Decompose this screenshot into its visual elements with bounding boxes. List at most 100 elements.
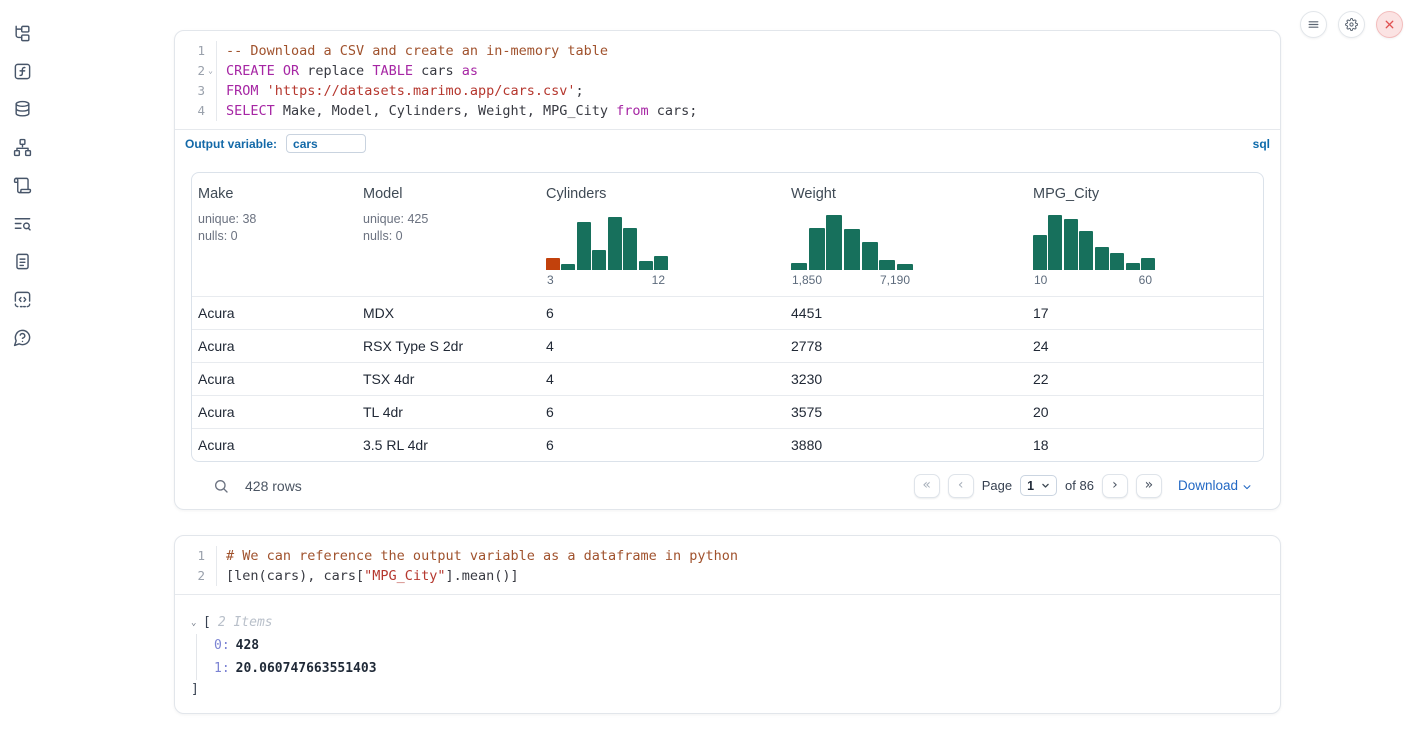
sidebar-item-variables[interactable] bbox=[11, 60, 33, 82]
histogram-bar[interactable] bbox=[1125, 263, 1140, 270]
code-token-string: 'https://datasets.marimo.app/cars.csv' bbox=[266, 83, 576, 99]
code-token-plain: Make, Model, Cylinders, Weight, MPG_City bbox=[274, 103, 617, 119]
histogram-bar[interactable] bbox=[638, 261, 653, 270]
sql-code-editor[interactable]: 1 -- Download a CSV and create an in-memo… bbox=[175, 31, 1280, 129]
histogram-bar[interactable] bbox=[896, 264, 913, 270]
histogram-bar[interactable] bbox=[791, 263, 808, 270]
histogram-cylinders[interactable]: 3 12 bbox=[546, 212, 668, 287]
sidebar-item-dependency-graph[interactable] bbox=[11, 136, 33, 158]
table-row[interactable]: Acura RSX Type S 2dr 4 2778 24 bbox=[192, 329, 1263, 362]
sidebar-item-datasources[interactable] bbox=[11, 98, 33, 120]
table-cell: 3.5 RL 4dr bbox=[363, 437, 428, 453]
histogram-bar[interactable] bbox=[1094, 247, 1109, 270]
prev-page-button[interactable]: ‹ bbox=[947, 473, 974, 498]
table-cell: Acura bbox=[198, 371, 235, 387]
last-page-button[interactable]: » bbox=[1135, 473, 1162, 498]
histogram-bar[interactable] bbox=[1110, 253, 1125, 270]
code-token-plain: ; bbox=[575, 83, 584, 99]
fold-indicator-icon[interactable]: ⌄ bbox=[208, 66, 213, 75]
table-row[interactable]: Acura 3.5 RL 4dr 6 3880 18 bbox=[192, 428, 1263, 461]
page-label: Page bbox=[981, 478, 1013, 493]
table-cell: 6 bbox=[546, 305, 554, 321]
sidebar-item-help[interactable] bbox=[11, 326, 33, 348]
network-icon bbox=[13, 138, 31, 156]
code-token-plain: [len(cars), cars[ bbox=[226, 568, 365, 584]
item-value: 428 bbox=[235, 638, 260, 653]
page-select[interactable]: 1 bbox=[1020, 475, 1058, 496]
histogram-bar[interactable] bbox=[1033, 235, 1047, 270]
download-button[interactable]: Download bbox=[1178, 478, 1252, 493]
sidebar-item-documentation[interactable] bbox=[11, 250, 33, 272]
histogram-bar[interactable] bbox=[1141, 258, 1155, 270]
page-total-label: of 86 bbox=[1065, 478, 1094, 493]
code-line[interactable]: 3 FROM 'https://datasets.marimo.app/cars.… bbox=[175, 81, 1280, 101]
first-page-button[interactable]: « bbox=[913, 473, 940, 498]
histogram-bar[interactable] bbox=[843, 229, 861, 270]
code-token-plain: cars; bbox=[648, 103, 698, 119]
data-table: Make unique: 38 nulls: 0 Model unique: 425 nu… bbox=[191, 172, 1264, 462]
next-page-button[interactable]: › bbox=[1101, 473, 1128, 498]
column-stat: unique: 425 bbox=[363, 212, 429, 226]
column-header-mpg_city[interactable]: MPG_City 10 60 bbox=[1027, 173, 1263, 296]
histogram-bar[interactable] bbox=[1048, 215, 1063, 270]
axis-max-label: 12 bbox=[651, 273, 665, 287]
code-line[interactable]: 4 SELECT Make, Model, Cylinders, Weight, … bbox=[175, 101, 1280, 121]
python-code-editor[interactable]: 1 # We can reference the output variable … bbox=[175, 536, 1280, 595]
list-item: 1: 20.060747663551403 bbox=[214, 657, 1264, 680]
column-name: MPG_City bbox=[1033, 186, 1100, 202]
hamburger-icon bbox=[1308, 21, 1319, 28]
shutdown-button[interactable] bbox=[1376, 11, 1403, 38]
histogram-bar[interactable] bbox=[592, 250, 607, 270]
histogram-bar[interactable] bbox=[879, 260, 896, 270]
histogram-bar[interactable] bbox=[1079, 231, 1094, 270]
code-token-plain: ].mean()] bbox=[445, 568, 519, 584]
histogram-bar[interactable] bbox=[826, 215, 843, 270]
code-token-keyword: as bbox=[461, 63, 478, 79]
code-line[interactable]: 2 ⌄ CREATE OR replace TABLE cars as bbox=[175, 61, 1280, 81]
column-header-model[interactable]: Model unique: 425 nulls: 0 bbox=[357, 173, 540, 296]
code-text: [len(cars), cars["MPG_City"].mean()] bbox=[217, 566, 519, 586]
histogram-bar[interactable] bbox=[861, 242, 878, 270]
histogram-bar[interactable] bbox=[561, 264, 576, 270]
table-output: Make unique: 38 nulls: 0 Model unique: 425 nu… bbox=[175, 157, 1280, 509]
output-variable-bar: Output variable: sql bbox=[175, 129, 1280, 157]
column-stats: unique: 38 nulls: 0 bbox=[198, 211, 349, 245]
code-line[interactable]: 1 # We can reference the output variable … bbox=[175, 546, 1280, 566]
sidebar-item-scratchpad[interactable] bbox=[11, 174, 33, 196]
column-header-weight[interactable]: Weight 1,850 7,190 bbox=[785, 173, 1027, 296]
table-cell: 17 bbox=[1033, 305, 1049, 321]
table-cell: Acura bbox=[198, 404, 235, 420]
table-row[interactable]: Acura MDX 6 4451 17 bbox=[192, 296, 1263, 329]
histogram-bar[interactable] bbox=[576, 222, 591, 270]
histogram-bar[interactable] bbox=[546, 258, 560, 270]
line-number: 1 bbox=[197, 43, 205, 58]
function-square-icon bbox=[14, 63, 30, 79]
histogram-bar[interactable] bbox=[654, 256, 668, 270]
histogram-bar[interactable] bbox=[808, 228, 825, 270]
settings-button[interactable] bbox=[1338, 11, 1365, 38]
sidebar-item-snippets[interactable] bbox=[11, 288, 33, 310]
histogram-bar[interactable] bbox=[607, 217, 622, 270]
search-icon[interactable] bbox=[213, 478, 229, 494]
histogram-bar[interactable] bbox=[1063, 219, 1078, 270]
histogram-weight[interactable]: 1,850 7,190 bbox=[791, 212, 913, 287]
table-row[interactable]: Acura TL 4dr 6 3575 20 bbox=[192, 395, 1263, 428]
code-line[interactable]: 1 -- Download a CSV and create an in-memo… bbox=[175, 41, 1280, 61]
histogram-bar[interactable] bbox=[623, 228, 638, 270]
table-cell: Acura bbox=[198, 338, 235, 354]
collapse-chevron-icon[interactable]: ⌄ bbox=[191, 617, 197, 628]
axis-max-label: 60 bbox=[1138, 273, 1152, 287]
document-icon bbox=[15, 253, 29, 269]
output-variable-input[interactable] bbox=[286, 134, 367, 153]
close-bracket: ] bbox=[191, 682, 199, 697]
column-header-cylinders[interactable]: Cylinders 3 12 bbox=[540, 173, 785, 296]
column-header-make[interactable]: Make unique: 38 nulls: 0 bbox=[192, 173, 357, 296]
file-tree-icon bbox=[14, 25, 30, 41]
table-row[interactable]: Acura TSX 4dr 4 3230 22 bbox=[192, 362, 1263, 395]
code-line[interactable]: 2 [len(cars), cars["MPG_City"].mean()] bbox=[175, 566, 1280, 586]
sidebar-item-logs[interactable] bbox=[11, 212, 33, 234]
sidebar-item-file-explorer[interactable] bbox=[11, 22, 33, 44]
histogram-mpg_city[interactable]: 10 60 bbox=[1033, 212, 1155, 287]
column-name: Model bbox=[363, 186, 403, 202]
menu-button[interactable] bbox=[1300, 11, 1327, 38]
